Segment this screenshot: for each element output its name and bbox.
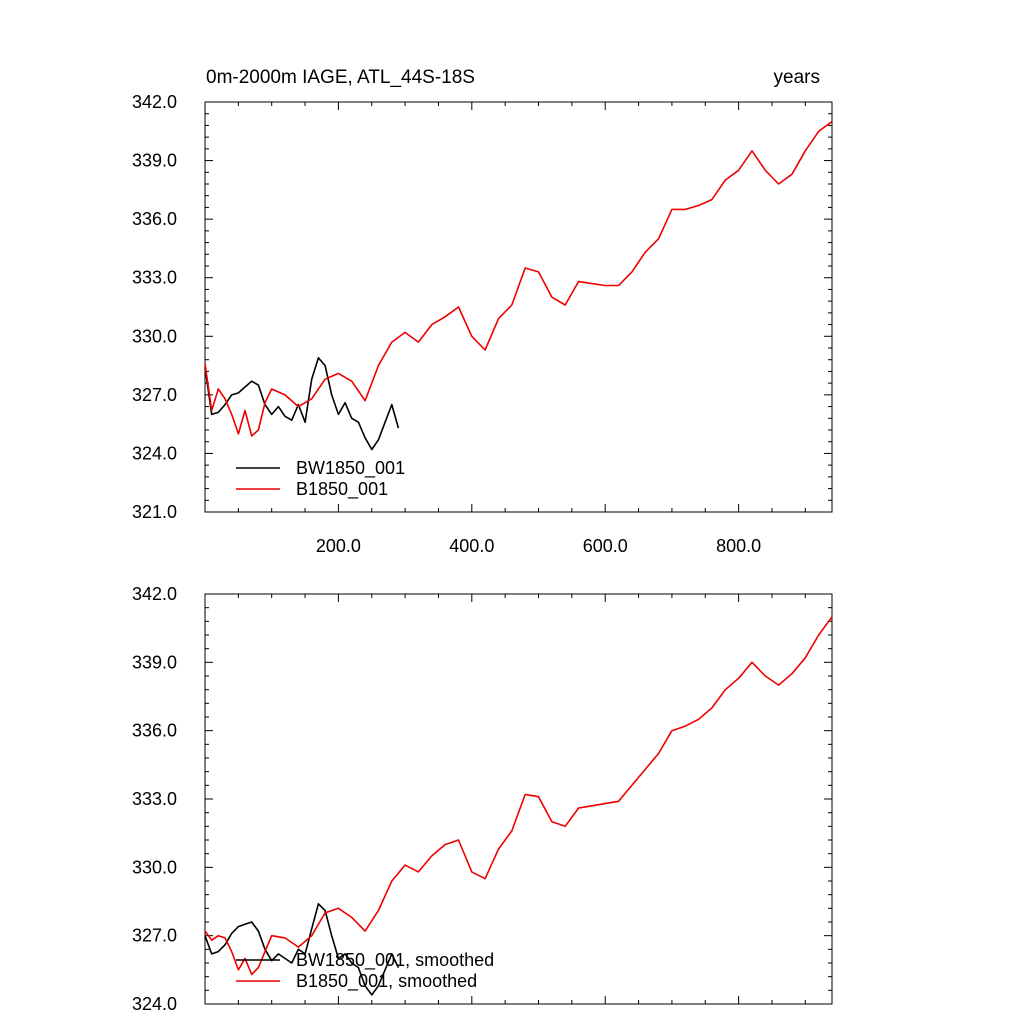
y-tick-label: 336.0: [132, 209, 177, 229]
y-tick-label: 333.0: [132, 268, 177, 288]
y-tick-label: 339.0: [132, 151, 177, 171]
x-tick-label: 400.0: [449, 536, 494, 556]
top-ticks: 321.0 324.0 327.0 330.0 333.0 336.0 339.0 342.0…: [132, 92, 832, 556]
y-tick-label: 327.0: [132, 385, 177, 405]
x-tick-label: 800.0: [716, 536, 761, 556]
legend-label-1: B1850_001, smoothed: [296, 971, 477, 992]
x-tick-label: 600.0: [583, 536, 628, 556]
series-line-0: [204, 902, 400, 996]
legend-label-1: B1850_001: [296, 479, 388, 500]
series-line-1: [204, 120, 833, 437]
y-tick-label: 339.0: [132, 652, 177, 672]
y-tick-label: 321.0: [132, 502, 177, 522]
bottom-ticks: 324.0 327.0 330.0 333.0 336.0 339.0 342.0: [132, 584, 832, 1014]
legend-label-0: BW1850_001, smoothed: [296, 950, 494, 971]
legend-label-0: BW1850_001: [296, 458, 405, 479]
bottom-series: [204, 616, 833, 996]
top-series: [204, 120, 833, 451]
bottom-panel: 324.0 327.0 330.0 333.0 336.0 339.0 342.0 BW18…: [132, 584, 833, 1014]
y-tick-label: 342.0: [132, 92, 177, 112]
y-tick-label: 330.0: [132, 857, 177, 877]
chart-title: 0m-2000m IAGE, ATL_44S-18S: [206, 67, 475, 88]
bottom-plot-frame: [204, 593, 833, 1005]
y-tick-label: 342.0: [132, 584, 177, 604]
top-plot-frame: [204, 101, 833, 513]
y-tick-label: 324.0: [132, 443, 177, 463]
top-panel: 0m-2000m IAGE, ATL_44S-18S years 321.032…: [132, 67, 833, 556]
chart-units-label: years: [774, 67, 820, 88]
x-tick-label: 200.0: [316, 536, 361, 556]
y-tick-label: 336.0: [132, 721, 177, 741]
y-tick-label: 327.0: [132, 926, 177, 946]
y-tick-label: 324.0: [132, 994, 177, 1014]
y-tick-label: 330.0: [132, 326, 177, 346]
series-line-0: [204, 356, 400, 451]
series-line-1: [204, 616, 833, 976]
y-tick-label: 333.0: [132, 789, 177, 809]
